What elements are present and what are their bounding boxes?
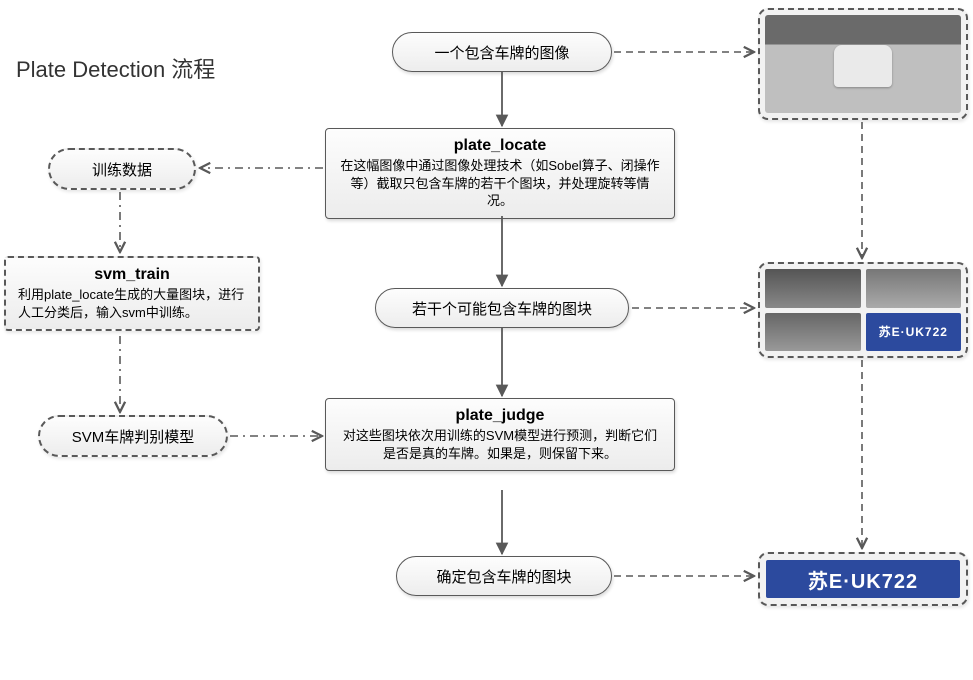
- illustration-input-image: [758, 8, 968, 120]
- train-data-label: 训练数据: [92, 159, 152, 180]
- node-plate-judge: plate_judge 对这些图块依次用训练的SVM模型进行预测，判断它们是否是…: [325, 398, 675, 471]
- plate-locate-desc: 在这幅图像中通过图像处理技术（如Sobel算子、闭操作等）截取只包含车牌的若干个…: [340, 157, 660, 210]
- node-output: 确定包含车牌的图块: [396, 556, 612, 596]
- page-title: Plate Detection 流程: [16, 52, 215, 84]
- node-input: 一个包含车牌的图像: [392, 32, 612, 72]
- node-plate-locate: plate_locate 在这幅图像中通过图像处理技术（如Sobel算子、闭操作…: [325, 128, 675, 219]
- candidate-thumb: [765, 269, 861, 308]
- output-plate: 苏E·UK722: [766, 560, 960, 598]
- svm-model-label: SVM车牌判别模型: [72, 426, 195, 447]
- node-svm-model: SVM车牌判别模型: [38, 415, 228, 457]
- node-input-label: 一个包含车牌的图像: [434, 42, 569, 63]
- node-svm-train: svm_train 利用plate_locate生成的大量图块，进行人工分类后，…: [4, 256, 260, 331]
- node-train-data: 训练数据: [48, 148, 196, 190]
- plate-judge-title: plate_judge: [340, 407, 660, 425]
- plate-locate-title: plate_locate: [340, 137, 660, 155]
- output-label: 确定包含车牌的图块: [436, 566, 571, 587]
- illustration-output-plate: 苏E·UK722: [758, 552, 968, 606]
- svm-train-desc: 利用plate_locate生成的大量图块，进行人工分类后，输入svm中训练。: [18, 286, 246, 321]
- svm-train-title: svm_train: [18, 266, 246, 284]
- candidate-plate: 苏E·UK722: [866, 313, 962, 352]
- plate-judge-desc: 对这些图块依次用训练的SVM模型进行预测，判断它们是否是真的车牌。如果是，则保留…: [340, 427, 660, 462]
- illustration-candidates: 苏E·UK722: [758, 262, 968, 358]
- candidate-thumb: [765, 313, 861, 352]
- candidate-thumb: [866, 269, 962, 308]
- car-icon: [834, 45, 892, 87]
- node-candidates: 若干个可能包含车牌的图块: [375, 288, 629, 328]
- candidates-label: 若干个可能包含车牌的图块: [412, 298, 592, 319]
